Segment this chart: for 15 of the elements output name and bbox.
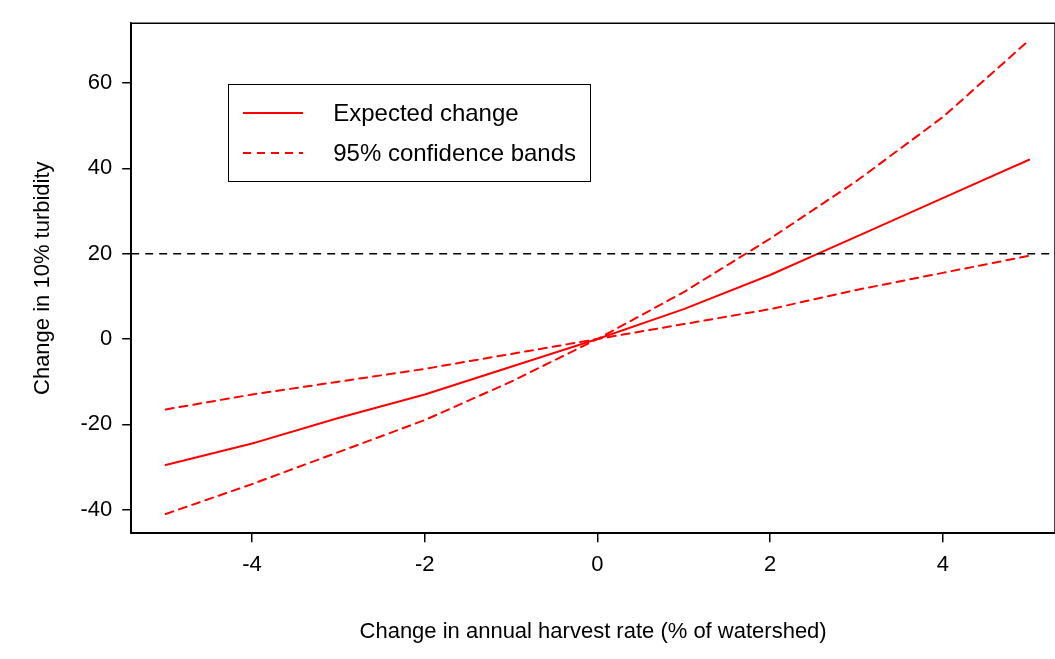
x-tick-label: -2 bbox=[414, 551, 435, 577]
y-tick-label: 0 bbox=[99, 325, 113, 351]
legend-label: Expected change bbox=[333, 99, 519, 128]
x-tick-label: -4 bbox=[242, 551, 262, 577]
y-tick-label: 40 bbox=[87, 154, 113, 180]
y-tick-label: -20 bbox=[80, 410, 113, 436]
x-tick-label: 4 bbox=[936, 551, 949, 577]
x-tick-label: 2 bbox=[763, 551, 777, 577]
x-tick-label: 0 bbox=[591, 551, 604, 577]
legend-label: 95% confidence bands bbox=[333, 139, 577, 168]
y-tick-label: 60 bbox=[87, 69, 113, 95]
x-axis-title: Change in annual harvest rate (% of watershed) bbox=[359, 617, 827, 643]
y-tick-label: 20 bbox=[87, 239, 113, 265]
y-tick-label: -40 bbox=[80, 495, 113, 521]
y-axis-title: Change in 10% turbidity bbox=[29, 161, 55, 395]
